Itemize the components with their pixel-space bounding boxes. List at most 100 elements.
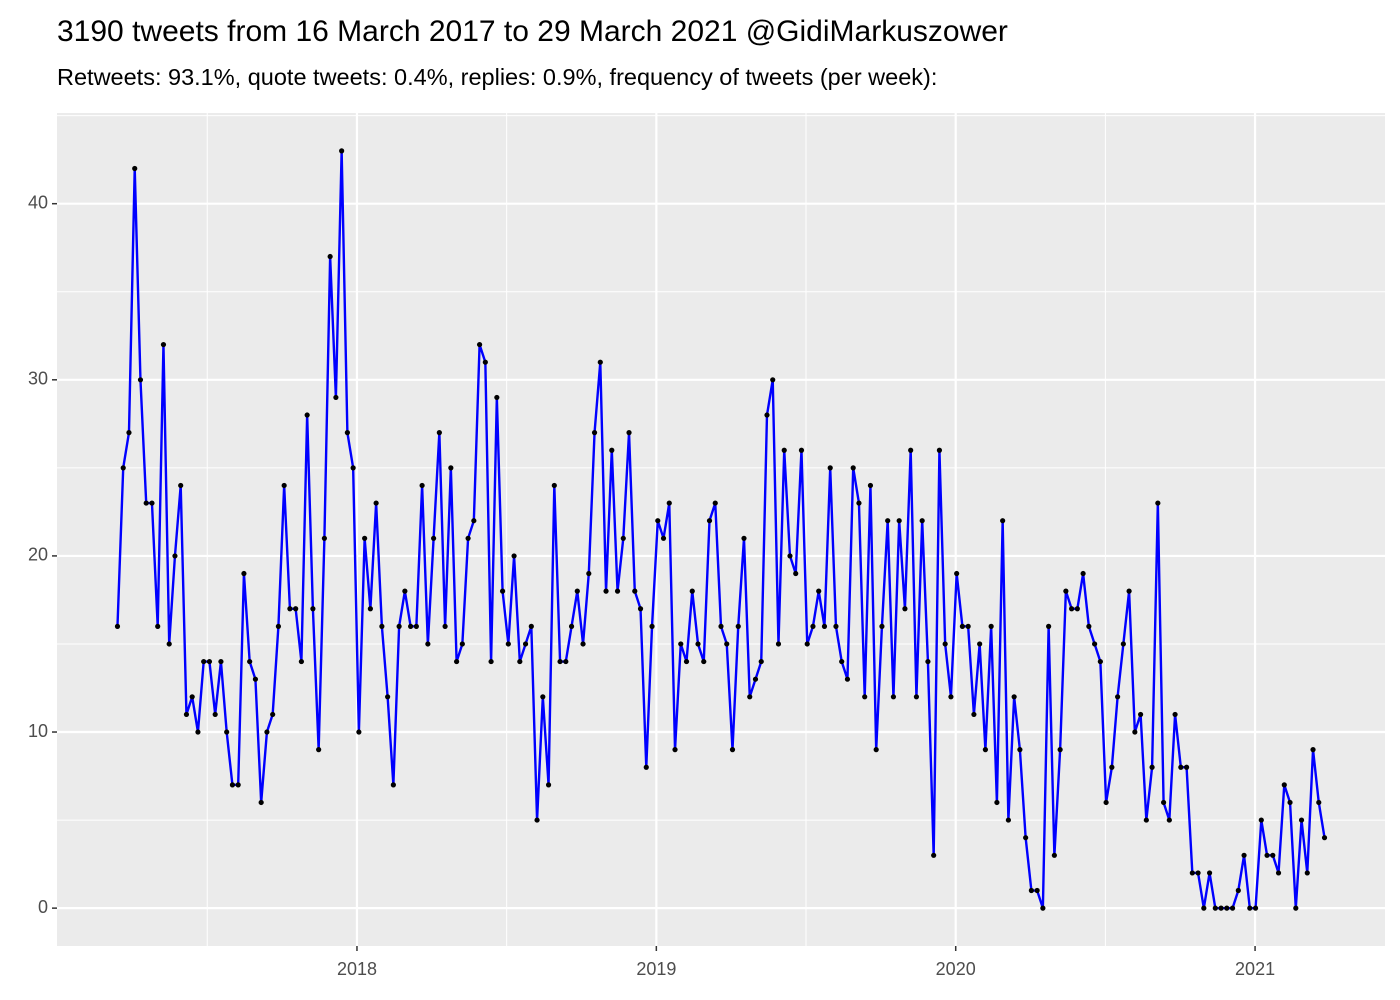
data-point: [281, 482, 287, 489]
data-point: [442, 623, 448, 629]
data-point: [603, 588, 609, 594]
y-tick-label: 20: [28, 545, 48, 565]
data-point: [1195, 870, 1201, 876]
data-point: [798, 447, 805, 453]
data-point: [683, 658, 690, 665]
data-point: [396, 623, 402, 629]
data-point: [1137, 711, 1144, 718]
x-tick-label: 2020: [936, 959, 976, 979]
data-point: [632, 588, 638, 594]
data-point: [528, 623, 534, 629]
data-point: [896, 518, 902, 524]
data-point: [189, 694, 195, 700]
data-point: [1183, 764, 1190, 770]
data-point: [293, 606, 299, 612]
data-point: [459, 641, 465, 647]
data-point: [344, 430, 350, 436]
data-point: [758, 658, 764, 665]
data-point: [643, 764, 649, 770]
data-point: [867, 482, 874, 489]
data-point: [1235, 887, 1241, 894]
data-point: [540, 694, 546, 700]
data-point: [873, 747, 879, 753]
data-point: [413, 623, 419, 629]
data-point: [971, 711, 977, 718]
data-point: [568, 623, 575, 629]
data-point: [114, 623, 121, 629]
data-point: [724, 641, 730, 647]
data-point: [316, 747, 322, 753]
data-point: [718, 623, 724, 629]
data-point: [1074, 606, 1080, 612]
data-point: [821, 623, 828, 629]
data-point: [1166, 817, 1172, 823]
data-point: [586, 570, 592, 577]
data-point: [1287, 799, 1293, 806]
data-point: [379, 623, 385, 629]
data-point: [1178, 764, 1184, 770]
data-point: [1132, 729, 1138, 735]
data-point: [298, 658, 305, 665]
data-point: [1155, 500, 1161, 506]
data-point: [701, 658, 707, 665]
data-point: [183, 711, 190, 718]
data-point: [672, 747, 678, 753]
data-point: [488, 658, 494, 665]
data-point: [850, 465, 856, 471]
data-point: [252, 676, 259, 682]
data-point: [1017, 747, 1023, 753]
data-point: [453, 658, 460, 665]
data-point: [1264, 852, 1270, 858]
panel-background: [57, 113, 1385, 946]
data-point: [1252, 905, 1259, 911]
data-point: [816, 588, 822, 594]
data-point: [890, 694, 897, 700]
data-point: [620, 535, 626, 541]
data-point: [1034, 887, 1040, 894]
data-point: [1057, 747, 1063, 753]
data-point: [580, 641, 586, 647]
data-point: [810, 623, 816, 629]
data-point: [1321, 835, 1328, 841]
data-point: [977, 641, 983, 647]
y-tick-label: 0: [38, 897, 48, 917]
data-point: [1092, 641, 1098, 647]
data-point: [925, 658, 931, 665]
y-tick-label: 40: [28, 192, 48, 212]
data-point: [241, 570, 247, 577]
data-point: [833, 623, 839, 629]
data-point: [936, 447, 943, 453]
data-point: [908, 447, 914, 453]
data-point: [752, 676, 759, 682]
data-point: [954, 570, 960, 577]
data-point: [787, 553, 793, 559]
data-point: [229, 782, 236, 788]
data-point: [149, 500, 155, 506]
data-point: [126, 430, 132, 436]
data-point: [1000, 518, 1006, 524]
data-point: [402, 588, 408, 594]
chart-title: 3190 tweets from 16 March 2017 to 29 Mar…: [57, 15, 1008, 48]
data-point: [178, 482, 184, 489]
data-point: [534, 817, 540, 823]
data-point: [551, 482, 557, 489]
data-point: [1023, 835, 1029, 841]
data-point: [660, 535, 667, 541]
data-point: [137, 377, 144, 383]
data-point: [741, 535, 747, 541]
data-point: [321, 535, 327, 541]
data-point: [913, 694, 920, 700]
data-point: [1097, 658, 1103, 665]
data-point: [218, 658, 224, 665]
data-point: [706, 518, 713, 524]
data-point: [1189, 870, 1195, 876]
data-point: [356, 729, 362, 735]
data-point: [206, 658, 213, 665]
data-point: [419, 482, 425, 489]
data-point: [201, 658, 207, 665]
data-point: [1172, 711, 1178, 718]
data-point: [264, 729, 270, 735]
data-point: [1206, 870, 1213, 876]
data-point: [166, 641, 172, 647]
data-point: [666, 500, 672, 506]
